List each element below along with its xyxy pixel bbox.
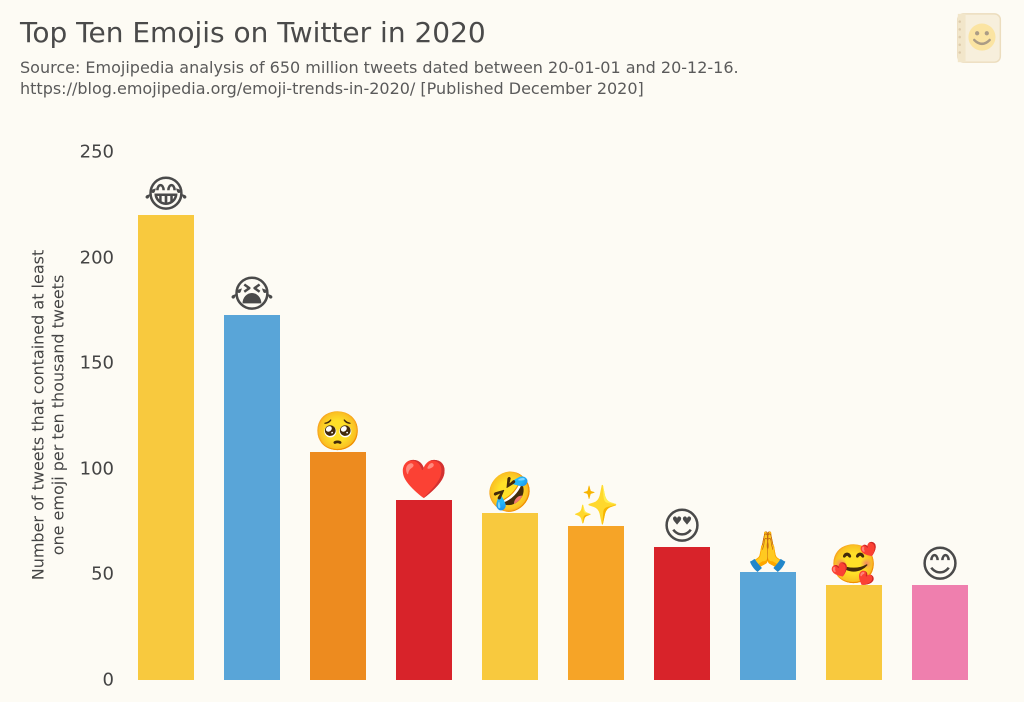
bar-emoji-icon: 😍 — [662, 507, 702, 545]
bar: 🙏 — [740, 572, 796, 680]
y-tick: 100 — [80, 458, 114, 479]
bar-emoji-icon: 😊 — [920, 545, 960, 583]
y-tick: 150 — [80, 353, 114, 374]
bar-emoji-icon: 🤣 — [486, 473, 533, 511]
page: Top Ten Emojis on Twitter in 2020 Source… — [0, 0, 1024, 702]
y-axis-label: Number of tweets that contained at least… — [30, 150, 66, 680]
bar: 😍 — [654, 547, 710, 680]
bar: 😊 — [912, 585, 968, 680]
bar: 😭 — [224, 315, 280, 680]
bar-emoji-icon: ✨ — [572, 486, 619, 524]
y-tick: 0 — [103, 670, 114, 691]
bar-emoji-icon: 😭 — [230, 275, 274, 313]
bar-emoji-icon: 🙏 — [744, 532, 791, 570]
plot-area: 050100150200250😂😭🥺❤️🤣✨😍🙏🥰😊 — [122, 150, 990, 680]
bar-emoji-icon: ❤️ — [400, 460, 447, 498]
y-tick: 250 — [80, 142, 114, 163]
bar: ❤️ — [396, 500, 452, 680]
bar: 🥰 — [826, 585, 882, 680]
bar-emoji-icon: 🥺 — [314, 412, 361, 450]
bar: 😂 — [138, 215, 194, 680]
bar: ✨ — [568, 526, 624, 680]
bar: 🥺 — [310, 452, 366, 680]
chart-source: Source: Emojipedia analysis of 650 milli… — [20, 58, 739, 100]
bar-emoji-icon: 😂 — [144, 175, 188, 213]
chart-title: Top Ten Emojis on Twitter in 2020 — [20, 16, 486, 49]
y-axis-label-text: Number of tweets that contained at least… — [28, 250, 68, 581]
emojipedia-logo-icon — [952, 10, 1010, 68]
y-tick: 50 — [91, 564, 114, 585]
bar-emoji-icon: 🥰 — [830, 545, 877, 583]
bar: 🤣 — [482, 513, 538, 680]
y-tick: 200 — [80, 247, 114, 268]
